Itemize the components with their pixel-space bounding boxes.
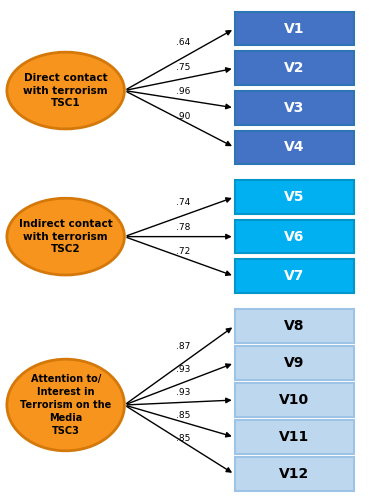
- Text: V8: V8: [284, 319, 305, 333]
- Text: V5: V5: [284, 190, 305, 204]
- FancyBboxPatch shape: [235, 346, 354, 380]
- Text: .85: .85: [176, 411, 191, 420]
- FancyBboxPatch shape: [235, 309, 354, 343]
- Text: V6: V6: [284, 230, 305, 244]
- Text: .72: .72: [176, 247, 191, 256]
- Ellipse shape: [7, 198, 124, 275]
- Text: V7: V7: [284, 269, 305, 283]
- Text: .93: .93: [176, 388, 191, 397]
- Text: .96: .96: [176, 87, 191, 96]
- FancyBboxPatch shape: [235, 383, 354, 417]
- Text: .93: .93: [176, 365, 191, 374]
- Text: .85: .85: [176, 434, 191, 443]
- Text: .64: .64: [176, 38, 191, 47]
- Text: Attention to/
Interest in
Terrorism on the
Media
TSC3: Attention to/ Interest in Terrorism on t…: [20, 374, 111, 436]
- Text: V12: V12: [279, 467, 309, 482]
- Text: V11: V11: [279, 430, 309, 444]
- Text: V4: V4: [284, 140, 305, 154]
- FancyBboxPatch shape: [235, 420, 354, 454]
- Text: .74: .74: [176, 198, 191, 207]
- Text: .78: .78: [176, 223, 191, 232]
- Text: Direct contact
with terrorism
TSC1: Direct contact with terrorism TSC1: [23, 73, 108, 109]
- Text: V10: V10: [279, 393, 309, 407]
- FancyBboxPatch shape: [235, 130, 354, 164]
- Text: .75: .75: [176, 63, 191, 72]
- FancyBboxPatch shape: [235, 259, 354, 293]
- Text: Indirect contact
with terrorism
TSC2: Indirect contact with terrorism TSC2: [19, 219, 112, 254]
- Text: .87: .87: [176, 342, 191, 351]
- FancyBboxPatch shape: [235, 51, 354, 85]
- FancyBboxPatch shape: [235, 91, 354, 124]
- Text: .90: .90: [176, 112, 191, 121]
- FancyBboxPatch shape: [235, 12, 354, 45]
- Ellipse shape: [7, 359, 124, 451]
- Text: V2: V2: [284, 61, 305, 75]
- FancyBboxPatch shape: [235, 180, 354, 214]
- FancyBboxPatch shape: [235, 458, 354, 491]
- Text: V3: V3: [284, 101, 305, 115]
- Ellipse shape: [7, 52, 124, 129]
- Text: V1: V1: [284, 21, 305, 36]
- Text: V9: V9: [284, 356, 305, 370]
- FancyBboxPatch shape: [235, 220, 354, 253]
